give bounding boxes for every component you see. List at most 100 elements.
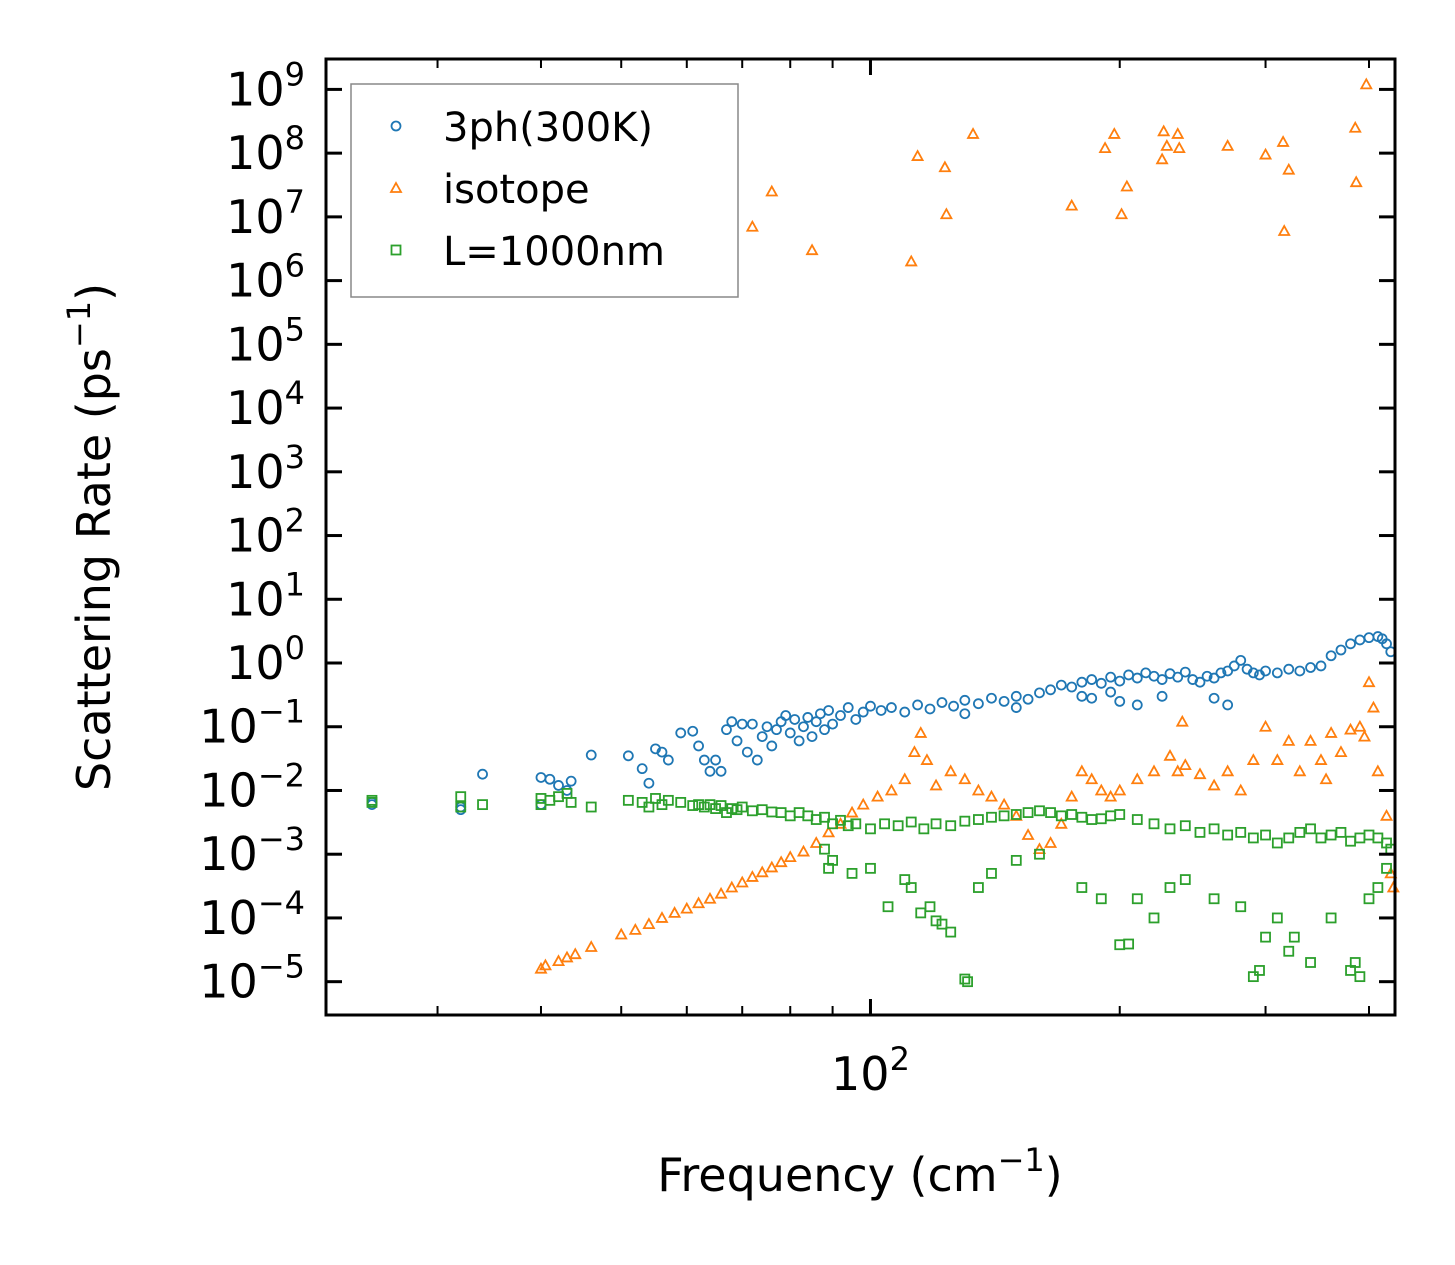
data-point <box>692 896 706 909</box>
data-point <box>1130 772 1144 785</box>
y-tick-label: 101 <box>226 565 305 626</box>
data-point <box>1010 854 1022 866</box>
data-point <box>693 799 704 811</box>
data-point <box>1076 676 1088 688</box>
data-point <box>1034 848 1045 860</box>
data-point <box>959 708 971 720</box>
data-point <box>766 740 778 752</box>
y-tick-label-exp: 0 <box>285 629 305 667</box>
data-point <box>1228 660 1240 672</box>
data-point <box>1075 764 1089 777</box>
data-point <box>904 254 918 267</box>
data-point <box>687 800 699 811</box>
data-point <box>819 724 830 736</box>
data-point <box>1010 690 1022 702</box>
data-point <box>1335 644 1347 656</box>
data-point <box>1131 672 1143 684</box>
data-point <box>455 801 467 813</box>
data-point <box>1034 805 1045 817</box>
y-tick-label-exp: 4 <box>285 374 305 412</box>
data-point <box>845 805 859 818</box>
data-point <box>746 718 758 730</box>
y-tick-label-exp: 6 <box>285 247 305 285</box>
data-point <box>802 712 814 723</box>
data-point <box>1283 832 1295 844</box>
data-point <box>765 184 779 197</box>
data-point <box>1120 179 1134 192</box>
data-point <box>1160 139 1174 151</box>
legend-label-l1000nm: L=1000nm <box>443 229 665 275</box>
y-tick-label-base: 10 <box>226 62 285 116</box>
data-point <box>806 731 818 743</box>
data-point <box>1148 912 1160 924</box>
y-tick-label-exp: −5 <box>258 948 305 986</box>
data-point <box>736 718 748 730</box>
data-point <box>1115 207 1129 220</box>
y-tick-label-base: 10 <box>226 317 285 371</box>
data-point <box>1353 719 1367 732</box>
y-tick-label: 100 <box>226 629 305 690</box>
data-point <box>1065 789 1079 802</box>
data-point <box>731 735 743 747</box>
data-point <box>1175 714 1189 727</box>
y-axis-label-sup: −1 <box>60 301 98 348</box>
y-tick-label-exp: 5 <box>285 310 305 348</box>
data-point <box>698 801 710 813</box>
data-point <box>1076 882 1088 893</box>
data-point <box>1172 141 1186 153</box>
data-point <box>551 954 566 967</box>
data-point <box>850 818 862 830</box>
data-point <box>662 794 674 806</box>
data-point <box>1259 719 1273 732</box>
y-tick-label-base: 10 <box>226 126 285 180</box>
data-point <box>774 855 788 868</box>
data-point <box>1172 671 1184 683</box>
data-point <box>756 731 768 743</box>
data-point <box>1171 764 1185 777</box>
y-tick-label: 10−4 <box>199 884 305 945</box>
data-point <box>693 740 704 752</box>
y-tick-label-exp: 7 <box>285 183 305 221</box>
data-point <box>929 778 943 791</box>
data-point <box>538 958 552 971</box>
data-point <box>1283 945 1295 957</box>
data-point <box>565 796 577 808</box>
data-point <box>771 724 782 736</box>
data-point <box>534 961 548 974</box>
data-point <box>1208 893 1220 905</box>
data-point <box>1305 662 1316 673</box>
data-point <box>857 706 869 718</box>
legend-marker-isotope <box>389 181 403 193</box>
x-tick-label-exp: 2 <box>890 1040 910 1078</box>
data-point <box>1247 832 1259 844</box>
x-axis-label-text: Frequency (cm <box>657 1148 997 1202</box>
data-point <box>875 705 887 716</box>
data-point <box>585 749 597 761</box>
plot-frame <box>324 57 1397 1017</box>
data-point <box>1372 882 1384 893</box>
data-point <box>704 765 716 777</box>
data-point <box>1045 807 1056 818</box>
data-point <box>560 950 574 963</box>
data-point <box>1208 672 1220 684</box>
data-point <box>1282 734 1296 746</box>
data-point <box>655 911 669 923</box>
series-layer <box>366 77 1400 988</box>
data-point <box>827 718 838 730</box>
data-point <box>886 702 897 713</box>
data-point <box>765 860 779 873</box>
data-point <box>1055 810 1067 822</box>
data-point <box>715 800 727 811</box>
data-point <box>622 794 634 806</box>
data-point <box>865 862 876 874</box>
data-point <box>1193 767 1207 780</box>
tick-layer: 10−510−410−310−210−110010110210310410510… <box>199 55 1395 1101</box>
data-point <box>905 882 917 893</box>
data-point <box>1325 650 1337 662</box>
y-tick-label-base: 10 <box>199 955 258 1009</box>
data-point <box>1114 675 1126 687</box>
data-point <box>1260 931 1271 943</box>
data-point <box>1094 783 1108 796</box>
data-point <box>1294 826 1306 838</box>
